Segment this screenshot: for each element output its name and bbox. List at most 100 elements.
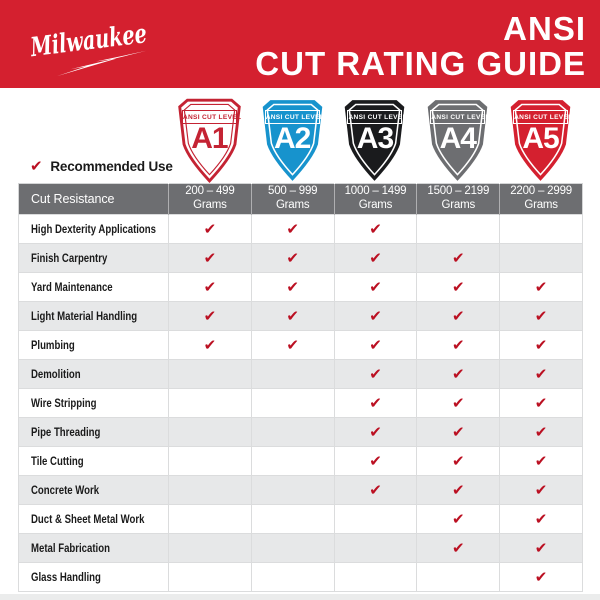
check-cell: ✔ xyxy=(250,330,335,360)
cut-rating-table: Cut Resistance 200 – 499 Grams 500 – 999… xyxy=(18,183,583,592)
col-header-grams-a1: 200 – 499 Grams xyxy=(168,183,252,215)
col-header-grams-a4: 1500 – 2199 Grams xyxy=(416,183,500,215)
cut-level-badge-a1: ANSI CUT LEVEL A1 xyxy=(173,98,246,183)
shield-icon xyxy=(178,98,241,183)
badge-label: ANSI CUT LEVEL xyxy=(513,110,572,124)
check-cell: ✔ xyxy=(416,475,501,505)
check-cell: ✔ xyxy=(333,301,418,331)
cut-level-column-a3: ANSI CUT LEVEL A3 xyxy=(334,98,417,183)
check-cell: ✔ xyxy=(333,214,418,244)
cut-level-badge-a3: ANSI CUT LEVEL A3 xyxy=(338,98,411,183)
shield-icon xyxy=(510,100,571,181)
row-label: Concrete Work xyxy=(18,475,169,505)
check-cell xyxy=(250,388,335,418)
check-cell: ✔ xyxy=(416,330,501,360)
row-label: Wire Stripping xyxy=(18,388,169,418)
table-header-row: Cut Resistance 200 – 499 Grams 500 – 999… xyxy=(18,183,583,215)
row-label: Pipe Threading xyxy=(18,417,169,447)
check-cell: ✔ xyxy=(250,243,335,273)
check-cell: ✔ xyxy=(416,301,501,331)
check-cell xyxy=(333,504,418,534)
check-cell: ✔ xyxy=(499,446,583,476)
check-cell: ✔ xyxy=(168,243,252,273)
check-cell: ✔ xyxy=(333,330,418,360)
check-cell: ✔ xyxy=(416,388,501,418)
table-row: Duct & Sheet Metal Work ✔ ✔ xyxy=(18,504,583,534)
check-cell: ✔ xyxy=(333,446,418,476)
check-cell xyxy=(168,562,252,592)
check-cell xyxy=(250,562,335,592)
row-label: Yard Maintenance xyxy=(18,272,169,302)
recommended-use-label: Recommended Use xyxy=(50,158,173,174)
check-icon: ✔ xyxy=(30,158,43,175)
cut-level-column-a2: ANSI CUT LEVEL A2 xyxy=(251,98,334,183)
check-cell xyxy=(499,243,583,273)
badge-label: ANSI CUT LEVEL xyxy=(264,110,324,124)
check-cell xyxy=(168,388,252,418)
badge-letter: A3 xyxy=(356,122,394,155)
badge-label: ANSI CUT LEVEL xyxy=(181,110,241,124)
check-cell: ✔ xyxy=(416,533,501,563)
badge-letter: A2 xyxy=(274,122,311,155)
check-cell: ✔ xyxy=(168,272,252,302)
badge-letter: A4 xyxy=(439,122,477,155)
check-cell: ✔ xyxy=(499,475,583,505)
table-row: Plumbing ✔ ✔ ✔ ✔ ✔ xyxy=(18,330,583,360)
table-row: Concrete Work ✔ ✔ ✔ xyxy=(18,475,583,505)
check-cell: ✔ xyxy=(168,301,252,331)
row-label: Finish Carpentry xyxy=(18,243,169,273)
check-cell: ✔ xyxy=(416,359,501,389)
table-row: High Dexterity Applications ✔ ✔ ✔ xyxy=(18,214,583,244)
milwaukee-wordmark: Milwaukee xyxy=(28,18,148,63)
bottom-divider xyxy=(0,594,600,600)
row-label: Duct & Sheet Metal Work xyxy=(18,504,169,534)
check-cell: ✔ xyxy=(333,388,418,418)
check-cell: ✔ xyxy=(416,417,501,447)
check-cell xyxy=(168,446,252,476)
check-cell: ✔ xyxy=(416,243,501,273)
col-header-grams-a3: 1000 – 1499 Grams xyxy=(333,183,417,215)
check-cell xyxy=(168,417,252,447)
check-cell xyxy=(250,475,335,505)
check-cell: ✔ xyxy=(499,330,583,360)
page-title-line1: ANSI xyxy=(503,10,586,47)
col-header-grams-a5: 2200 – 2999 Grams xyxy=(499,183,583,215)
check-cell: ✔ xyxy=(250,214,335,244)
header-banner: Milwaukee ANSI CUT RATING GUIDE xyxy=(0,0,600,88)
check-cell: ✔ xyxy=(499,417,583,447)
row-label: Plumbing xyxy=(18,330,169,360)
check-cell xyxy=(168,475,252,505)
badge-letter: A1 xyxy=(191,122,228,155)
row-label: Metal Fabrication xyxy=(18,533,169,563)
check-cell: ✔ xyxy=(499,533,583,563)
check-cell: ✔ xyxy=(250,301,335,331)
check-cell: ✔ xyxy=(499,272,583,302)
check-cell: ✔ xyxy=(333,359,418,389)
page-title: ANSI CUT RATING GUIDE xyxy=(255,7,586,81)
check-cell: ✔ xyxy=(416,272,501,302)
check-cell xyxy=(168,504,252,534)
table-row: Tile Cutting ✔ ✔ ✔ xyxy=(18,446,583,476)
table-row: Finish Carpentry ✔ ✔ ✔ ✔ xyxy=(18,243,583,273)
check-cell xyxy=(250,533,335,563)
check-cell: ✔ xyxy=(250,272,335,302)
cut-level-column-a1: ANSI CUT LEVEL A1 xyxy=(168,98,251,183)
check-cell: ✔ xyxy=(168,330,252,360)
check-cell xyxy=(250,417,335,447)
check-cell xyxy=(250,359,335,389)
cut-level-badge-a4: ANSI CUT LEVEL A4 xyxy=(421,98,494,183)
check-cell xyxy=(499,214,583,244)
row-label: Light Material Handling xyxy=(18,301,169,331)
table-row: Light Material Handling ✔ ✔ ✔ ✔ ✔ xyxy=(18,301,583,331)
check-cell xyxy=(168,533,252,563)
check-cell: ✔ xyxy=(333,475,418,505)
table-row: Metal Fabrication ✔ ✔ xyxy=(18,533,583,563)
check-cell xyxy=(416,214,501,244)
check-cell xyxy=(416,562,501,592)
badge-label: ANSI CUT LEVEL xyxy=(430,110,489,124)
recommended-use-legend: ✔ Recommended Use xyxy=(30,157,173,175)
shield-row: ANSI CUT LEVEL A1 ANSI CUT LEVEL A2 xyxy=(168,98,582,183)
check-cell: ✔ xyxy=(499,562,583,592)
row-label: Tile Cutting xyxy=(18,446,169,476)
